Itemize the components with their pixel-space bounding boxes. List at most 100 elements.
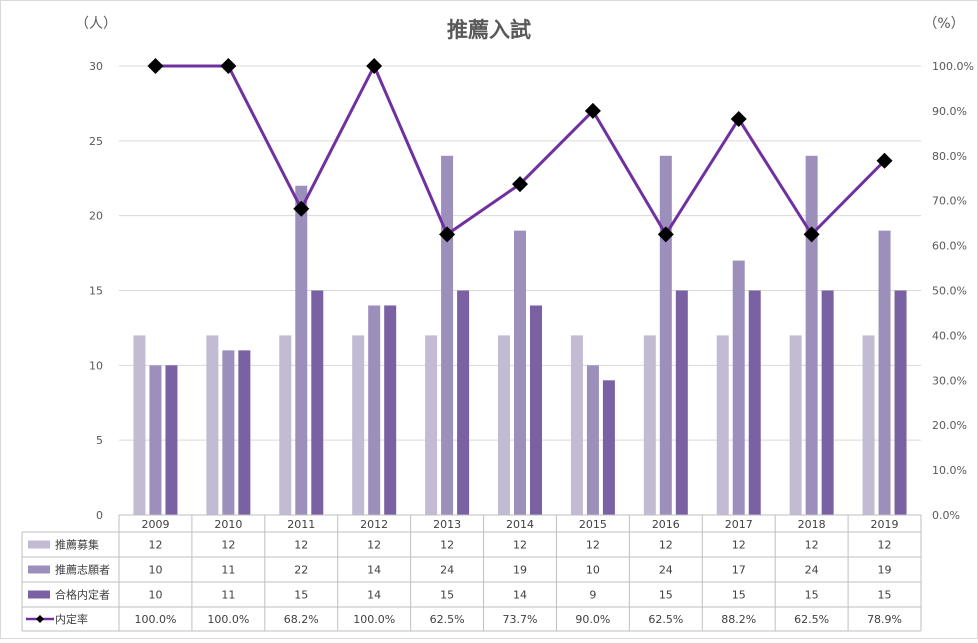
- data-label: 24: [805, 564, 819, 577]
- x-tick-label: 2015: [579, 518, 607, 531]
- bar-1: [789, 335, 802, 515]
- bar-3: [821, 290, 834, 515]
- rate-marker: [293, 200, 310, 217]
- data-label: 12: [294, 539, 308, 552]
- bar-2: [368, 305, 381, 515]
- data-label: 62.5%: [430, 613, 465, 626]
- data-label: 62.5%: [794, 613, 829, 626]
- bar-1: [133, 335, 146, 515]
- left-axis-tick-label: 30: [89, 60, 103, 73]
- bar-2: [586, 365, 599, 515]
- data-label: 11: [221, 564, 235, 577]
- bar-1: [279, 335, 292, 515]
- bar-2: [659, 155, 672, 516]
- bar-2: [805, 155, 818, 516]
- data-label: 12: [732, 539, 746, 552]
- left-axis-tick-label: 25: [89, 135, 103, 148]
- x-tick-label: 2018: [798, 518, 826, 531]
- bar-1: [570, 335, 583, 515]
- bar-1: [643, 335, 656, 515]
- data-label: 68.2%: [284, 613, 319, 626]
- left-axis-unit: （人）: [75, 16, 117, 32]
- bar-2: [295, 185, 308, 515]
- chart-title: 推薦入試: [447, 18, 531, 42]
- bar-1: [862, 335, 875, 515]
- left-axis-tick-label: 10: [89, 359, 103, 372]
- x-tick-label: 2009: [141, 518, 169, 531]
- data-label: 15: [805, 589, 819, 602]
- data-label: 24: [440, 564, 454, 577]
- rate-marker: [439, 226, 456, 243]
- rate-marker: [803, 226, 820, 243]
- bar-3: [602, 380, 615, 515]
- rate-marker: [147, 58, 164, 74]
- left-axis-tick-label: 20: [89, 210, 103, 223]
- bar-2: [514, 230, 526, 515]
- x-tick-label: 2010: [214, 518, 242, 531]
- right-axis-unit: （%）: [923, 16, 964, 32]
- data-label: 12: [586, 539, 600, 552]
- data-label: 12: [440, 539, 454, 552]
- bar-3: [894, 290, 907, 515]
- data-label: 88.2%: [721, 613, 756, 626]
- legend-key: [28, 590, 50, 599]
- x-tick-label: 2013: [433, 518, 461, 531]
- bar-3: [748, 290, 761, 515]
- data-label: 15: [659, 589, 673, 602]
- data-label: 15: [732, 589, 746, 602]
- data-label: 12: [221, 539, 235, 552]
- bar-2: [441, 155, 454, 516]
- bar-3: [530, 305, 542, 515]
- data-label: 14: [513, 589, 527, 602]
- bar-3: [675, 290, 688, 515]
- bar-1: [498, 335, 510, 515]
- left-axis-tick-label: 5: [96, 434, 103, 447]
- right-axis-tick-label: 90.0%: [932, 105, 967, 118]
- data-label: 14: [367, 564, 381, 577]
- bar-1: [716, 335, 729, 515]
- data-label: 15: [878, 589, 892, 602]
- data-label: 9: [589, 589, 596, 602]
- x-tick-label: 2017: [725, 518, 753, 531]
- right-axis-tick-label: 70.0%: [932, 195, 967, 208]
- data-label: 12: [513, 539, 527, 552]
- left-axis-tick-label: 0: [96, 509, 103, 522]
- bar-2: [222, 350, 235, 515]
- rate-marker: [220, 58, 237, 74]
- data-label: 22: [294, 564, 308, 577]
- data-label: 12: [367, 539, 381, 552]
- bar-2: [732, 260, 745, 515]
- bar-3: [311, 290, 324, 515]
- bar-1: [425, 335, 438, 515]
- right-axis-tick-label: 100.0%: [932, 60, 974, 73]
- data-label: 12: [878, 539, 892, 552]
- rate-marker: [657, 226, 674, 243]
- data-label: 19: [878, 564, 892, 577]
- data-label: 15: [440, 589, 454, 602]
- data-label: 11: [221, 589, 235, 602]
- data-label: 24: [659, 564, 673, 577]
- legend-key: [28, 540, 50, 549]
- rate-marker: [876, 152, 893, 169]
- legend-key: [28, 565, 50, 574]
- data-label: 12: [148, 539, 162, 552]
- data-label: 100.0%: [134, 613, 176, 626]
- legend-label: 推薦志願者: [55, 563, 110, 577]
- right-axis-tick-label: 0.0%: [932, 509, 960, 522]
- rate-marker: [512, 176, 528, 193]
- x-tick-label: 2019: [871, 518, 899, 531]
- right-axis-tick-label: 40.0%: [932, 329, 967, 342]
- legend-label: 推薦募集: [55, 538, 99, 552]
- x-tick-label: 2011: [287, 518, 315, 531]
- bar-2: [878, 230, 891, 515]
- right-axis-tick-label: 50.0%: [932, 285, 967, 298]
- rate-marker: [584, 102, 601, 119]
- rate-marker: [366, 58, 383, 74]
- data-label: 90.0%: [575, 613, 610, 626]
- right-axis-tick-label: 30.0%: [932, 374, 967, 387]
- right-axis-tick-label: 80.0%: [932, 150, 967, 163]
- data-label: 100.0%: [207, 613, 249, 626]
- data-label: 15: [294, 589, 308, 602]
